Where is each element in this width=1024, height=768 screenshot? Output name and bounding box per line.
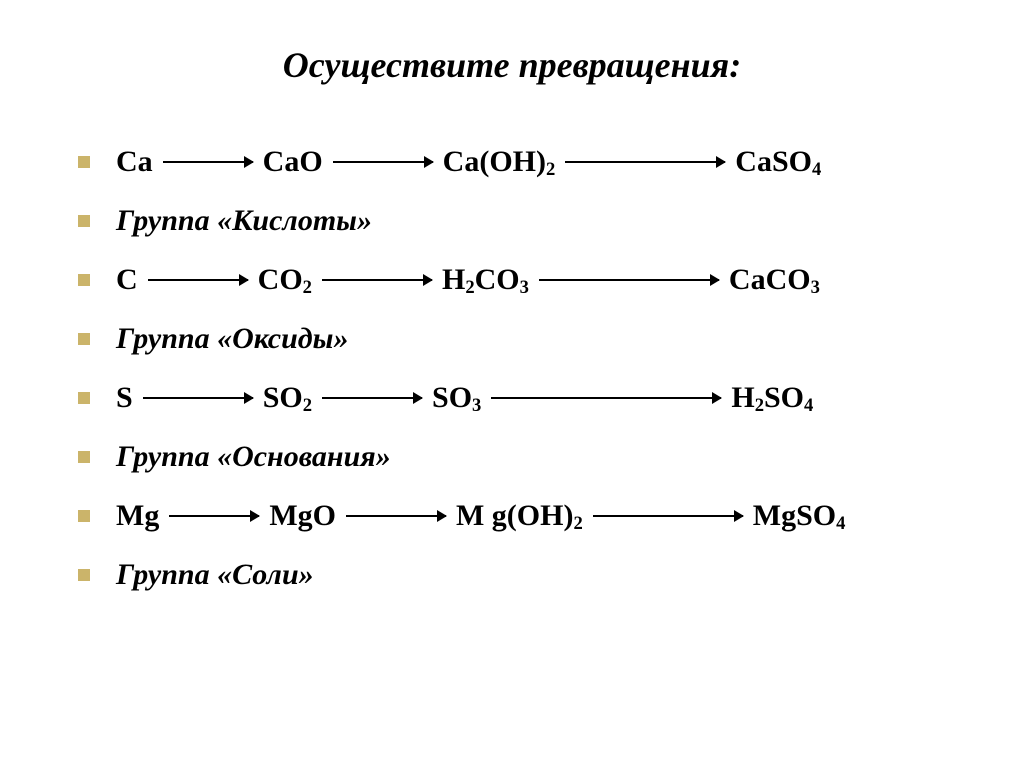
chemical-species: S <box>116 378 133 417</box>
group-label: Группа «Оксиды» <box>116 319 349 358</box>
chemical-species: H2SO4 <box>731 378 813 417</box>
group-label: Группа «Кислоты» <box>116 201 372 240</box>
arrow-icon <box>491 397 721 399</box>
bullet-icon <box>78 392 90 404</box>
reaction-chain: C CO2 H2CO3 CaCO3 <box>116 260 820 299</box>
chem-row: Mg MgO M g(OH)2 MgSO4 <box>60 496 964 535</box>
chem-row: Ca CaO Ca(OH)2 CaSO4 <box>60 142 964 181</box>
reaction-chain: Ca CaO Ca(OH)2 CaSO4 <box>116 142 821 181</box>
bullet-icon <box>78 510 90 522</box>
arrow-icon <box>169 515 259 517</box>
arrow-icon <box>565 161 725 163</box>
subscript: 3 <box>811 276 820 300</box>
subscript: 2 <box>303 394 312 418</box>
arrow-icon <box>143 397 253 399</box>
bullet-icon <box>78 451 90 463</box>
group-row: Группа «Кислоты» <box>60 201 964 240</box>
chemical-species: SO2 <box>263 378 312 417</box>
group-label: Группа «Основания» <box>116 437 391 476</box>
slide-title: Осуществите превращения: <box>60 44 964 86</box>
bullet-icon <box>78 333 90 345</box>
chemical-species: CaO <box>263 142 323 181</box>
chem-row: S SO2 SO3 H2SO4 <box>60 378 964 417</box>
group-row: Группа «Основания» <box>60 437 964 476</box>
subscript: 3 <box>472 394 481 418</box>
chemical-species: Ca <box>116 142 153 181</box>
bullet-icon <box>78 156 90 168</box>
chemical-species: CaCO3 <box>729 260 820 299</box>
group-row: Группа «Оксиды» <box>60 319 964 358</box>
content-rows: Ca CaO Ca(OH)2 CaSO4 Группа «Кислоты» C CO2 H2C… <box>60 142 964 594</box>
arrow-icon <box>333 161 433 163</box>
subscript: 4 <box>812 158 821 182</box>
chem-row: C CO2 H2CO3 CaCO3 <box>60 260 964 299</box>
subscript: 2 <box>573 512 582 536</box>
group-label: Группа «Соли» <box>116 555 314 594</box>
chemical-species: MgSO4 <box>753 496 846 535</box>
arrow-icon <box>539 279 719 281</box>
subscript: 2 <box>755 394 764 418</box>
subscript: 3 <box>520 276 529 300</box>
arrow-icon <box>148 279 248 281</box>
chemical-species: C <box>116 260 138 299</box>
arrow-icon <box>163 161 253 163</box>
arrow-icon <box>346 515 446 517</box>
subscript: 2 <box>465 276 474 300</box>
bullet-icon <box>78 569 90 581</box>
reaction-chain: Mg MgO M g(OH)2 MgSO4 <box>116 496 845 535</box>
subscript: 4 <box>804 394 813 418</box>
chemical-species: Ca(OH)2 <box>443 142 556 181</box>
chemical-species: Mg <box>116 496 159 535</box>
reaction-chain: S SO2 SO3 H2SO4 <box>116 378 813 417</box>
bullet-icon <box>78 274 90 286</box>
bullet-icon <box>78 215 90 227</box>
arrow-icon <box>322 279 432 281</box>
chemical-species: H2CO3 <box>442 260 529 299</box>
chemical-species: MgO <box>269 496 336 535</box>
subscript: 4 <box>836 512 845 536</box>
group-row: Группа «Соли» <box>60 555 964 594</box>
subscript: 2 <box>303 276 312 300</box>
chemical-species: CaSO4 <box>735 142 821 181</box>
chemical-species: SO3 <box>432 378 481 417</box>
arrow-icon <box>593 515 743 517</box>
arrow-icon <box>322 397 422 399</box>
chemical-species: CO2 <box>258 260 312 299</box>
subscript: 2 <box>546 158 555 182</box>
chemical-species: M g(OH)2 <box>456 496 583 535</box>
